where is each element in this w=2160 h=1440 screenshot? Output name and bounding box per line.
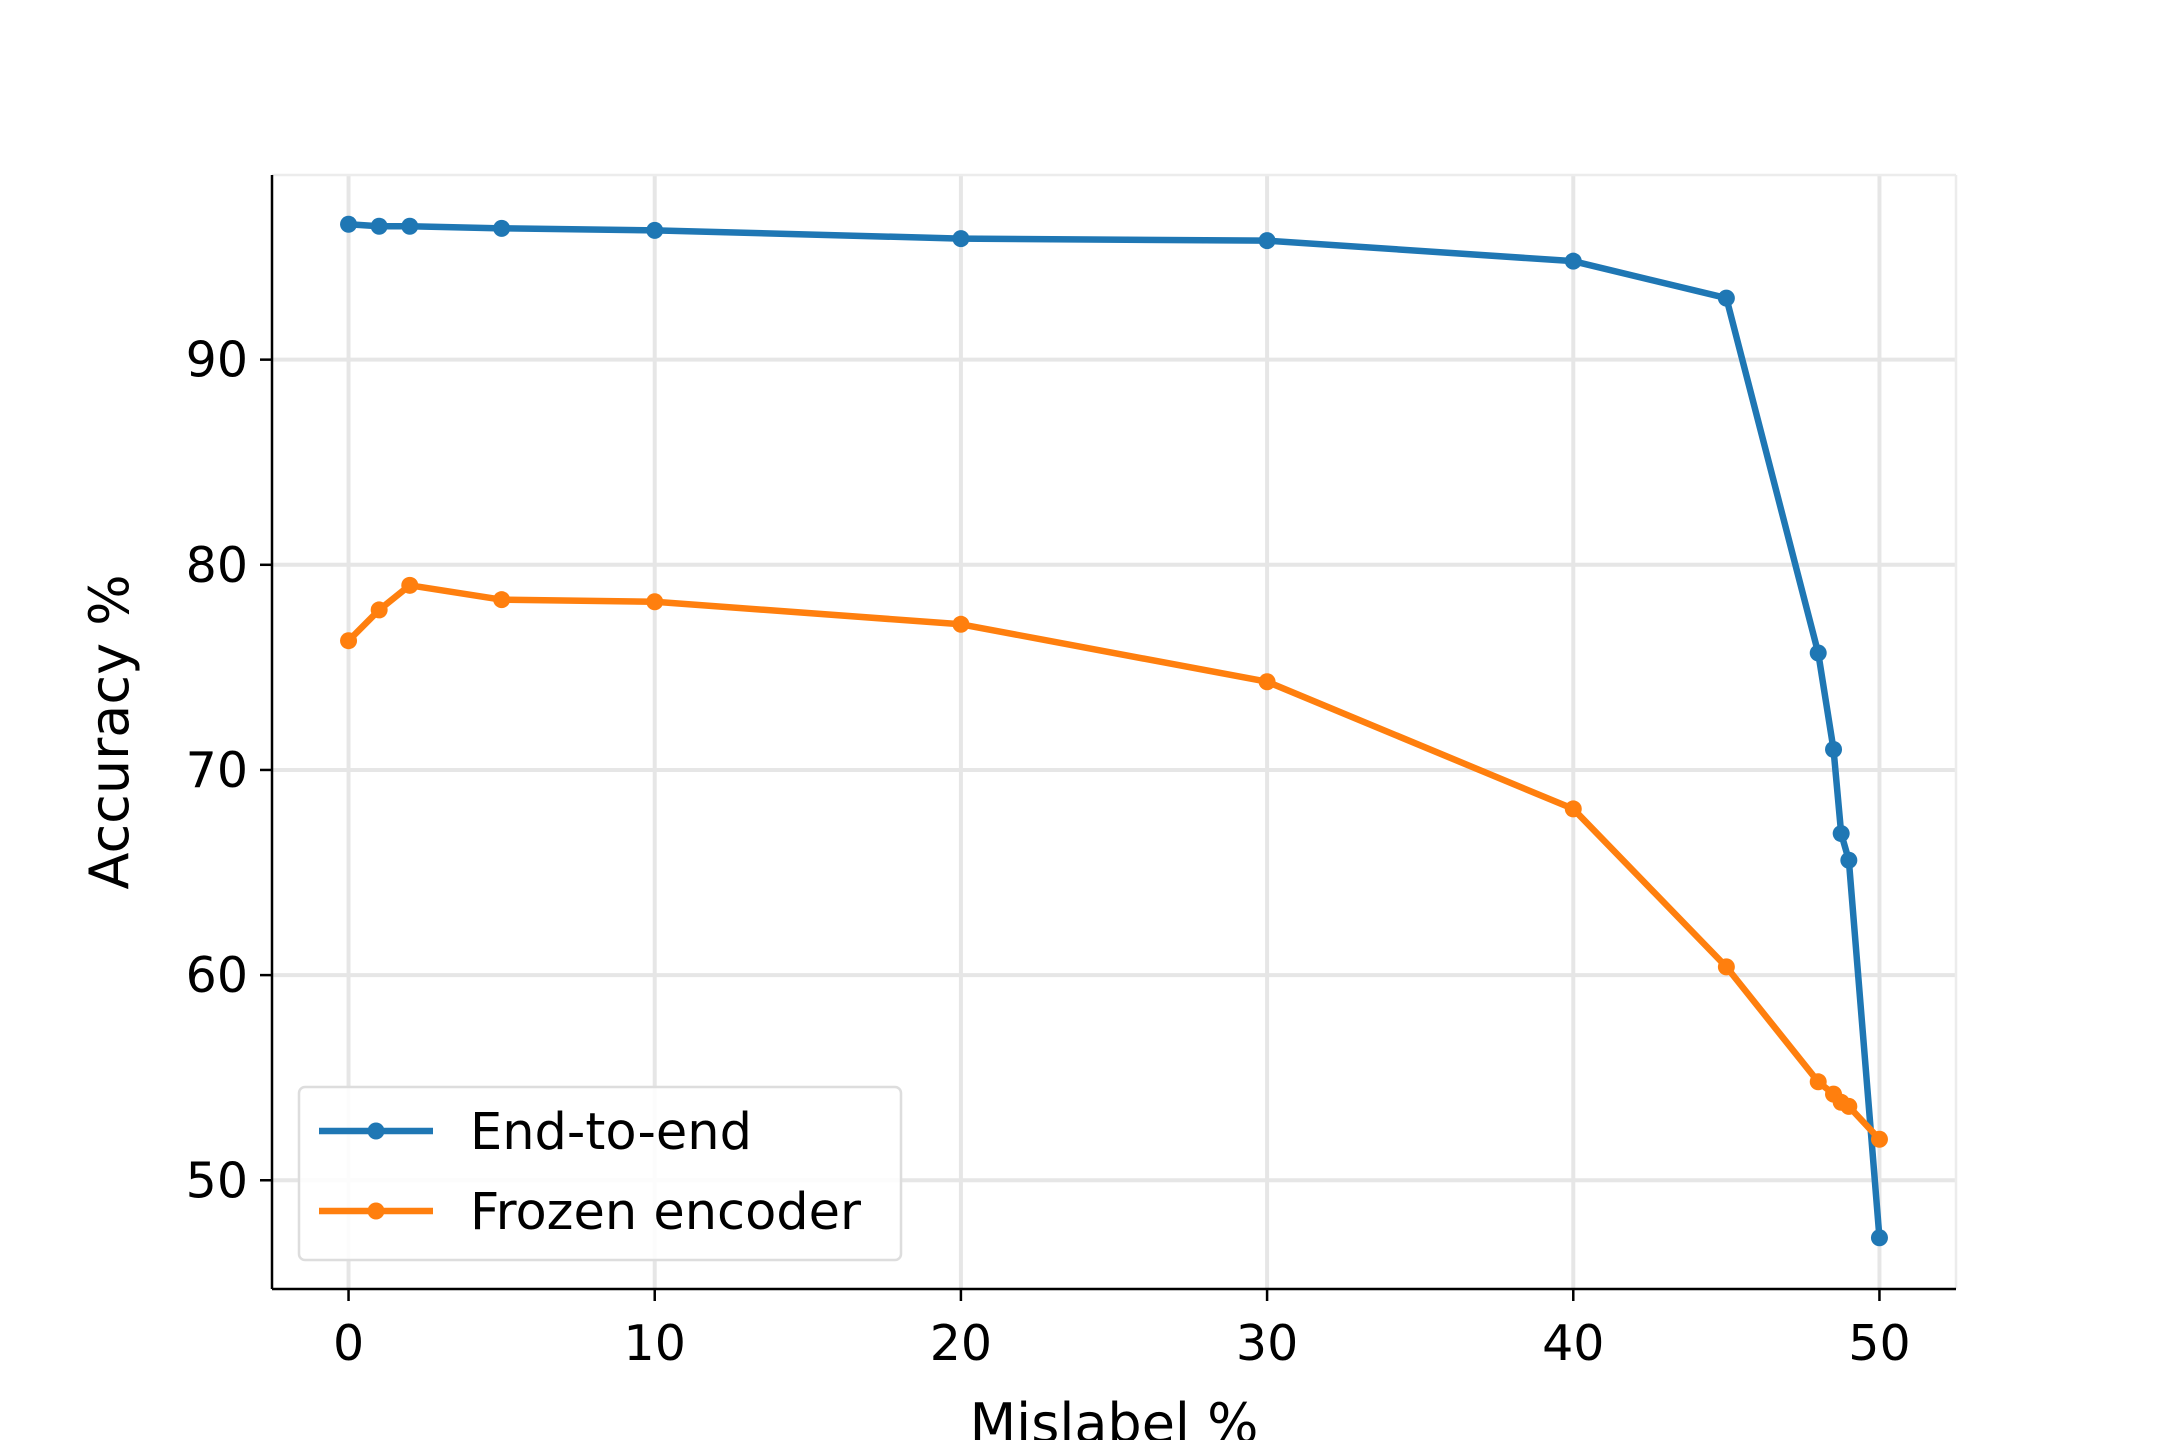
ticks: 0 10 20 30 40 50 50 60 70 80 90 [186,332,1911,1372]
data-point [1870,1130,1888,1148]
data-point [401,217,419,235]
data-point [1717,289,1735,307]
data-point [340,632,358,650]
legend-label: Frozen encoder [470,1183,861,1242]
data-point [1258,232,1276,250]
data-point [1840,1097,1858,1115]
data-point [1564,800,1582,818]
x-tick-label: 0 [333,1315,364,1372]
series-0 [340,215,1888,1247]
data-point [493,591,511,609]
legend-swatch-marker [367,1202,385,1220]
legend: End-to-end Frozen encoder [297,1085,903,1262]
x-axis-label: Mislabel % [970,1392,1259,1440]
data-point [646,221,664,239]
legend-label: End-to-end [470,1103,752,1162]
legend-box [297,1085,903,1262]
y-tick-label: 50 [186,1152,248,1209]
x-tick-label: 20 [930,1315,992,1372]
x-tick-label: 50 [1848,1315,1910,1372]
data-point [1717,958,1735,976]
x-tick-label: 10 [624,1315,686,1372]
y-tick-label: 90 [186,332,248,389]
series-line [345,220,1883,1241]
y-tick-label: 60 [186,947,248,1004]
data-point [493,219,511,237]
series [340,215,1888,1247]
data-point [340,215,358,233]
data-point [646,593,664,611]
series-1 [340,576,1888,1148]
data-point [1258,673,1276,691]
x-tick-label: 40 [1542,1315,1604,1372]
data-point [370,601,388,619]
y-tick-label: 70 [186,742,248,799]
data-point [952,230,970,248]
data-point [370,217,388,235]
data-point [1809,1073,1827,1091]
legend-swatch-marker [367,1122,385,1140]
series-line [345,582,1883,1143]
data-point [1564,252,1582,270]
data-point [952,615,970,633]
data-point [1870,1229,1888,1247]
y-axis-label: Accuracy % [78,574,141,889]
data-point [1825,740,1843,758]
data-point [401,576,419,594]
x-tick-label: 30 [1236,1315,1298,1372]
y-tick-label: 80 [186,537,248,594]
data-point [1809,644,1827,662]
data-point [1840,851,1858,869]
data-point [1832,825,1850,843]
